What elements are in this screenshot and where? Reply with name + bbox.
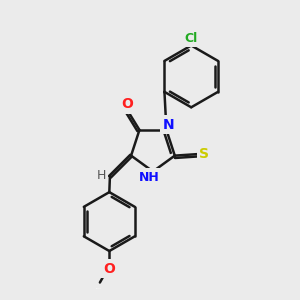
Text: N: N [163,118,175,132]
Text: O: O [103,262,115,276]
Text: H: H [96,169,106,182]
Text: methoxy: methoxy [96,288,103,289]
Text: NH: NH [139,171,160,184]
Text: O: O [121,97,133,111]
Text: Cl: Cl [184,32,198,45]
Text: S: S [199,147,209,161]
